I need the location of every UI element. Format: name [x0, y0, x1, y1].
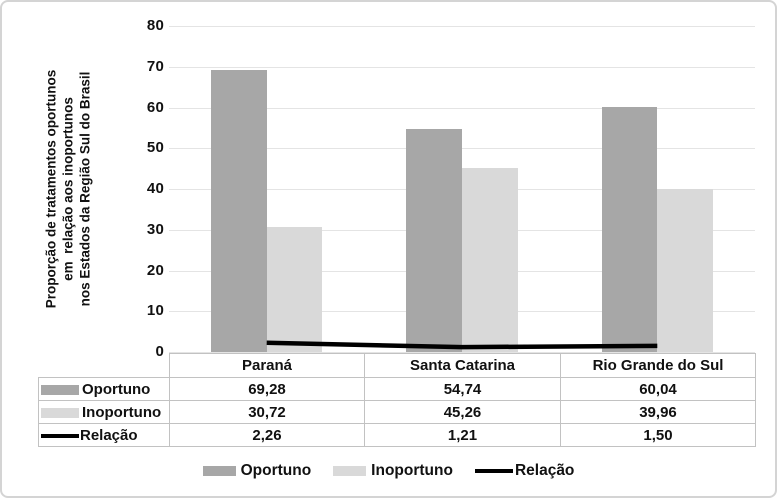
- table-header-row: Paraná Santa Catarina Rio Grande do Sul: [39, 353, 756, 378]
- row-label-oportuno: Oportuno: [38, 377, 170, 401]
- legend-label: Inoportuno: [371, 462, 453, 479]
- y-tick-label: 40: [146, 180, 164, 197]
- bar-oportuno-rio-grande-do-sul: [601, 107, 658, 352]
- gridline: [169, 352, 755, 353]
- oportuno-swatch-icon: [41, 384, 79, 395]
- oportuno-swatch-icon: [202, 466, 236, 476]
- gridline: [169, 66, 755, 68]
- y-tick-label: 60: [146, 98, 164, 116]
- row-label-text: Inoportuno: [82, 403, 162, 421]
- cell-relacao-rio-grande-do-sul: 1,50: [560, 423, 756, 447]
- table-header-parana: Paraná: [169, 353, 365, 378]
- table-row-relacao: Relação 2,26 1,21 1,50: [38, 423, 756, 447]
- inoportuno-swatch-icon: [333, 466, 367, 476]
- row-label-inoportuno: Inoportuno: [38, 400, 170, 424]
- bar-oportuno-santa-catarina: [406, 128, 462, 352]
- cell-oportuno-santa-catarina: 54,74: [364, 377, 561, 401]
- gridline: [169, 26, 755, 27]
- relacao-line: [266, 340, 658, 350]
- gridline: [169, 107, 755, 109]
- cell-oportuno-parana: 69,28: [169, 377, 365, 401]
- relacao-line-swatch-icon: [41, 433, 79, 438]
- table-row-inoportuno: Inoportuno 30,72 45,26 39,96: [38, 400, 756, 424]
- y-axis-title-line-2: em relação aos inoportunos: [60, 97, 76, 281]
- y-axis-title-line-3: nos Estados da Região Sul do Brasil: [77, 71, 93, 307]
- y-tick-label: 10: [146, 302, 164, 320]
- table-header-santa-catarina: Santa Catarina: [364, 353, 561, 378]
- y-axis-title: Proporção de tratamentos oportunos em re…: [43, 22, 94, 356]
- gridline: [169, 148, 755, 150]
- row-label-text: Relação: [80, 426, 138, 444]
- cell-inoportuno-parana: 30,72: [169, 400, 365, 424]
- plot-area: [169, 26, 755, 353]
- chart-legend: Oportuno Inoportuno Relação: [2, 453, 775, 489]
- table-header-rio-grande-do-sul: Rio Grande do Sul: [560, 353, 756, 378]
- legend-item-relacao: Relação: [474, 462, 575, 480]
- table-corner-blank: [39, 354, 170, 378]
- cell-relacao-parana: 2,26: [169, 423, 365, 447]
- cell-inoportuno-rio-grande-do-sul: 39,96: [560, 400, 756, 424]
- table-row-oportuno: Oportuno 69,28 54,74 60,04: [38, 377, 756, 401]
- y-tick-label: 80: [146, 17, 164, 34]
- cell-inoportuno-santa-catarina: 45,26: [364, 400, 561, 424]
- y-tick-label: 30: [146, 220, 164, 238]
- bar-inoportuno-santa-catarina: [462, 167, 518, 352]
- inoportuno-swatch-icon: [41, 407, 79, 418]
- y-tick-label: 20: [146, 261, 164, 279]
- y-axis-title-line-1: Proporção de tratamentos oportunos: [43, 69, 59, 309]
- bar-inoportuno-rio-grande-do-sul: [657, 189, 714, 352]
- legend-label: Oportuno: [240, 462, 312, 479]
- cell-oportuno-rio-grande-do-sul: 60,04: [560, 377, 756, 401]
- legend-label: Relação: [514, 462, 575, 479]
- data-table: Paraná Santa Catarina Rio Grande do Sul …: [38, 353, 756, 447]
- bar-oportuno-paraná: [210, 69, 267, 352]
- y-tick-label: 50: [146, 139, 164, 157]
- legend-item-inoportuno: Inoportuno: [333, 462, 453, 480]
- row-label-relacao: Relação: [38, 423, 170, 447]
- relacao-line-layer: [266, 340, 658, 350]
- legend-item-oportuno: Oportuno: [202, 462, 312, 480]
- y-tick-label: 70: [146, 57, 164, 75]
- relacao-line-swatch-icon: [474, 468, 513, 474]
- bar-inoportuno-paraná: [266, 226, 323, 352]
- y-tick-label: 0: [155, 343, 164, 360]
- cell-relacao-santa-catarina: 1,21: [364, 423, 561, 447]
- row-label-text: Oportuno: [82, 380, 151, 398]
